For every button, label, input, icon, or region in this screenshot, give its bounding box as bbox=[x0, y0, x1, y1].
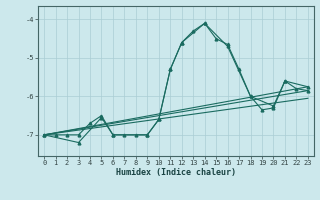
X-axis label: Humidex (Indice chaleur): Humidex (Indice chaleur) bbox=[116, 168, 236, 177]
